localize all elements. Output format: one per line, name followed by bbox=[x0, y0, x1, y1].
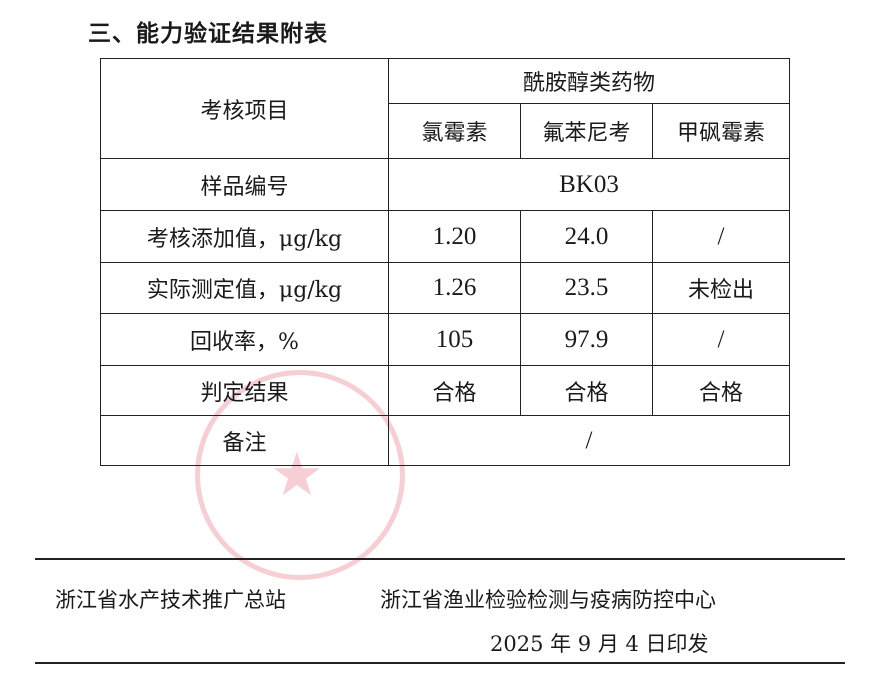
cell: / bbox=[652, 210, 790, 263]
footer-divider bbox=[35, 662, 845, 664]
drug-header: 氟苯尼考 bbox=[520, 103, 653, 159]
table-row: 实际测定值，μg/kg 1.26 23.5 未检出 bbox=[100, 262, 790, 314]
issue-date: 2025 年 9 月 4 日印发 bbox=[490, 632, 709, 656]
row-label: 样品编号 bbox=[100, 158, 389, 211]
table-row: 回收率，% 105 97.9 / bbox=[100, 313, 790, 366]
cell: 1.26 bbox=[388, 262, 521, 314]
table-row: 考核添加值，μg/kg 1.20 24.0 / bbox=[100, 210, 790, 263]
row-label: 回收率，% bbox=[100, 313, 389, 366]
section-heading: 三、能力验证结果附表 bbox=[88, 21, 328, 47]
sample-id: BK03 bbox=[388, 158, 790, 211]
cell: 合格 bbox=[388, 365, 521, 416]
item-header: 考核项目 bbox=[100, 58, 389, 159]
row-label: 判定结果 bbox=[100, 365, 389, 416]
remark-value: / bbox=[388, 415, 790, 466]
row-label: 考核添加值，μg/kg bbox=[100, 210, 389, 263]
cell: 合格 bbox=[652, 365, 790, 416]
row-label: 备注 bbox=[100, 415, 389, 466]
issuing-org-2: 浙江省渔业检验检测与疫病防控中心 bbox=[380, 588, 716, 612]
table-row: 判定结果 合格 合格 合格 bbox=[100, 365, 790, 416]
cell: 97.9 bbox=[520, 313, 653, 366]
results-table: 考核项目 酰胺醇类药物 氯霉素 氟苯尼考 甲砜霉素 样品编号 BK03 考核添加… bbox=[100, 58, 790, 466]
drug-header: 氯霉素 bbox=[388, 103, 521, 159]
issuing-org-1: 浙江省水产技术推广总站 bbox=[55, 588, 286, 612]
row-label: 实际测定值，μg/kg bbox=[100, 262, 389, 314]
drug-header: 甲砜霉素 bbox=[652, 103, 790, 159]
cell: 1.20 bbox=[388, 210, 521, 263]
cell: 合格 bbox=[520, 365, 653, 416]
cell: 未检出 bbox=[652, 262, 790, 314]
cell: / bbox=[652, 313, 790, 366]
group-header: 酰胺醇类药物 bbox=[388, 58, 790, 104]
cell: 24.0 bbox=[520, 210, 653, 263]
cell: 23.5 bbox=[520, 262, 653, 314]
cell: 105 bbox=[388, 313, 521, 366]
footer-divider bbox=[35, 558, 845, 560]
